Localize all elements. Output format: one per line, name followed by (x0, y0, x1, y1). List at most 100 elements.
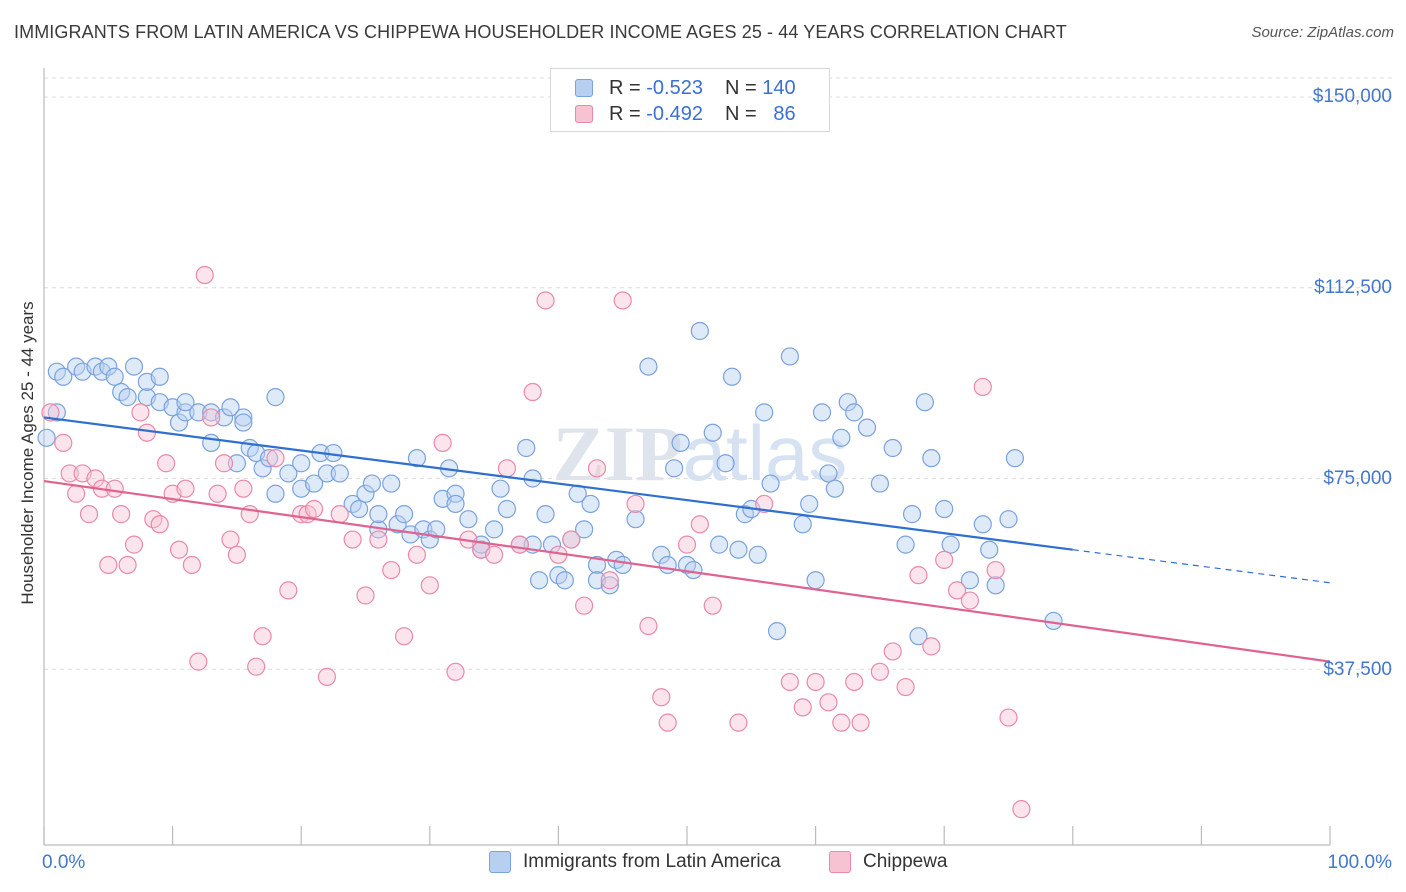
data-point (491, 479, 510, 498)
data-point (304, 499, 324, 519)
data-point (671, 433, 690, 452)
data-point (536, 291, 555, 310)
data-point (941, 535, 960, 554)
data-point (497, 499, 517, 519)
data-point (330, 464, 349, 483)
data-point (118, 555, 137, 575)
trend-line-latin-america-extension (1072, 549, 1331, 584)
data-point (845, 672, 864, 692)
data-point (182, 555, 201, 575)
data-point (587, 459, 607, 478)
data-point (896, 535, 915, 554)
data-point (639, 357, 658, 376)
data-point (832, 428, 851, 447)
data-point (169, 413, 189, 432)
blue-swatch-icon (489, 851, 511, 873)
data-point (626, 494, 645, 514)
data-point (369, 530, 388, 549)
data-point (935, 499, 954, 519)
data-point (639, 616, 658, 636)
r-value: -0.523 (646, 76, 703, 99)
data-point (266, 449, 285, 468)
data-point (369, 505, 388, 524)
data-point (407, 449, 427, 468)
data-point (960, 571, 980, 590)
data-point (382, 560, 401, 580)
data-point (150, 515, 169, 534)
source-label: Source: ZipAtlas.com (1251, 24, 1394, 41)
data-point (105, 479, 124, 498)
data-point (234, 413, 253, 432)
data-point (845, 403, 864, 422)
data-point (446, 662, 465, 681)
data-point (819, 693, 838, 712)
data-point (214, 454, 234, 473)
data-point (684, 560, 703, 580)
data-point (883, 438, 902, 458)
data-point (362, 474, 382, 493)
data-point (523, 382, 542, 402)
data-point (652, 545, 671, 564)
data-point (266, 388, 285, 407)
blue-swatch-icon (575, 79, 593, 97)
y-tick-label: $112,500 (1314, 277, 1392, 298)
data-point (54, 367, 73, 386)
data-point (497, 459, 517, 478)
data-point (922, 637, 941, 656)
data-point (767, 621, 787, 641)
n-label: N = (724, 102, 757, 125)
data-point (613, 291, 632, 310)
data-point (658, 555, 677, 575)
data-point (999, 510, 1018, 529)
x-tick-label: 0.0% (42, 852, 86, 873)
data-point (780, 672, 799, 692)
data-point (176, 393, 195, 412)
data-point (832, 713, 851, 732)
bottom-legend-latin-america: Immigrants from Latin America (489, 851, 781, 873)
legend-row-chippewa: R = -0.492 N = 86 (575, 101, 796, 127)
data-point (349, 499, 369, 519)
data-point (626, 510, 645, 529)
trend-lines (43, 416, 1331, 663)
data-point (600, 576, 619, 595)
data-point (189, 652, 208, 671)
y-tick-label: $75,000 (1323, 468, 1392, 489)
data-point (195, 265, 214, 285)
data-point (382, 474, 401, 493)
data-point (459, 510, 478, 529)
axes (43, 68, 1331, 846)
data-point (825, 479, 844, 498)
data-point (227, 545, 246, 564)
data-point (690, 321, 709, 341)
legend-label: Chippewa (863, 851, 948, 872)
data-point (176, 403, 195, 422)
r-label: R = (609, 102, 641, 125)
data-point (806, 571, 825, 590)
data-point (221, 530, 240, 549)
data-point (729, 713, 748, 732)
data-point (947, 581, 967, 600)
data-point (279, 581, 298, 600)
series-chippewa-points (41, 265, 1031, 819)
data-point (755, 494, 774, 514)
data-point (356, 586, 375, 605)
data-point (922, 449, 941, 468)
data-point (234, 408, 253, 427)
data-point (896, 677, 915, 697)
data-point (960, 591, 980, 610)
data-point (806, 672, 825, 692)
data-point (793, 698, 812, 717)
data-point (124, 357, 144, 376)
bottom-legend-chippewa: Chippewa (829, 851, 948, 873)
data-point (150, 367, 169, 386)
data-point (407, 545, 427, 564)
data-point (118, 388, 137, 407)
data-point (266, 484, 285, 503)
data-point (485, 520, 504, 539)
data-point (176, 479, 195, 498)
r-label: R = (609, 76, 641, 99)
data-point (710, 535, 729, 554)
data-point (388, 515, 407, 534)
data-point (1005, 449, 1025, 468)
data-point (562, 530, 581, 549)
